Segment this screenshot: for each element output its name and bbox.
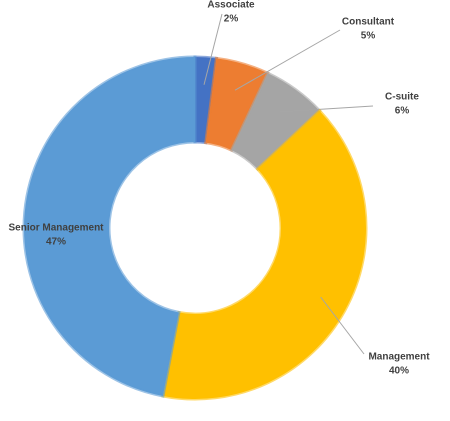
value-label: 5% bbox=[361, 31, 376, 42]
value-label: 6% bbox=[395, 106, 410, 117]
value-label: 2% bbox=[224, 14, 239, 25]
value-label: 47% bbox=[46, 237, 66, 248]
donut-slice bbox=[22, 55, 197, 398]
slice-label: Consultant bbox=[342, 17, 395, 28]
leader-line bbox=[320, 296, 365, 355]
slice-label: C-suite bbox=[385, 92, 419, 103]
leader-line bbox=[234, 29, 341, 91]
leader-line bbox=[279, 105, 374, 113]
slice-label: Management bbox=[368, 352, 430, 363]
donut-slice bbox=[161, 108, 368, 401]
slice-label: Senior Management bbox=[8, 223, 104, 234]
leader-line bbox=[203, 13, 223, 85]
value-label: 40% bbox=[389, 366, 409, 377]
slice-label: Associate bbox=[207, 0, 255, 11]
